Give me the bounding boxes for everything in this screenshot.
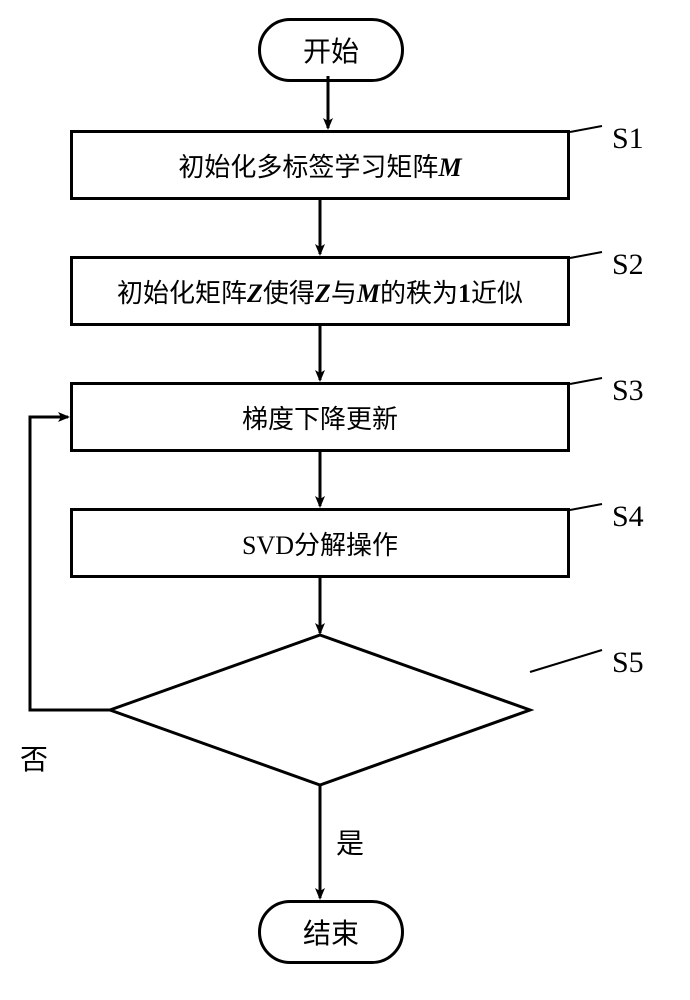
s2-p3: 与 bbox=[331, 279, 357, 308]
s2-p1: 初始化矩阵 bbox=[117, 279, 247, 308]
edge-label-yes: 是 bbox=[336, 822, 364, 862]
step-label-s1: S1 bbox=[612, 122, 644, 156]
decision-s5-text: 是否满足设定的收敛条件 bbox=[110, 692, 530, 729]
process-s2-text: 初始化矩阵Z使得Z与M的秩为1近似 bbox=[117, 273, 523, 310]
end-label: 结束 bbox=[303, 912, 359, 952]
step-label-s4: S4 bbox=[612, 500, 644, 534]
connector-s5 bbox=[530, 650, 602, 672]
step-label-s5: S5 bbox=[612, 646, 644, 680]
connector-s2 bbox=[570, 252, 602, 258]
s1-text-prefix: 初始化多标签学习矩阵 bbox=[178, 153, 438, 182]
decision-s5: 是否满足设定的收敛条件 bbox=[110, 635, 530, 785]
process-s4-text: SVD分解操作 bbox=[242, 525, 398, 562]
step-label-s3: S3 bbox=[612, 374, 644, 408]
process-s3-text: 梯度下降更新 bbox=[242, 399, 398, 436]
s2-p2: 使得 bbox=[263, 279, 315, 308]
s2-p4: 的秩为 bbox=[380, 279, 458, 308]
process-s4: SVD分解操作 bbox=[70, 508, 570, 578]
flowchart-canvas: 开始 初始化多标签学习矩阵M S1 初始化矩阵Z使得Z与M的秩为1近似 S2 梯… bbox=[0, 0, 690, 1000]
s2-p5: 近似 bbox=[471, 279, 523, 308]
connector-s3 bbox=[570, 378, 602, 384]
start-terminator: 开始 bbox=[258, 18, 404, 82]
connector-s1 bbox=[570, 126, 602, 132]
connector-s4 bbox=[570, 504, 602, 510]
s2-v2: Z bbox=[315, 279, 331, 308]
end-terminator: 结束 bbox=[258, 900, 404, 964]
process-s2: 初始化矩阵Z使得Z与M的秩为1近似 bbox=[70, 256, 570, 326]
s2-b1: 1 bbox=[458, 279, 471, 308]
process-s1-text: 初始化多标签学习矩阵M bbox=[178, 147, 461, 184]
step-label-s2: S2 bbox=[612, 248, 644, 282]
s2-v1: Z bbox=[247, 279, 263, 308]
start-label: 开始 bbox=[303, 30, 359, 70]
process-s3: 梯度下降更新 bbox=[70, 382, 570, 452]
s1-var-m: M bbox=[438, 153, 461, 182]
process-s1: 初始化多标签学习矩阵M bbox=[70, 130, 570, 200]
s2-v3: M bbox=[357, 279, 380, 308]
edge-label-no: 否 bbox=[20, 738, 48, 778]
